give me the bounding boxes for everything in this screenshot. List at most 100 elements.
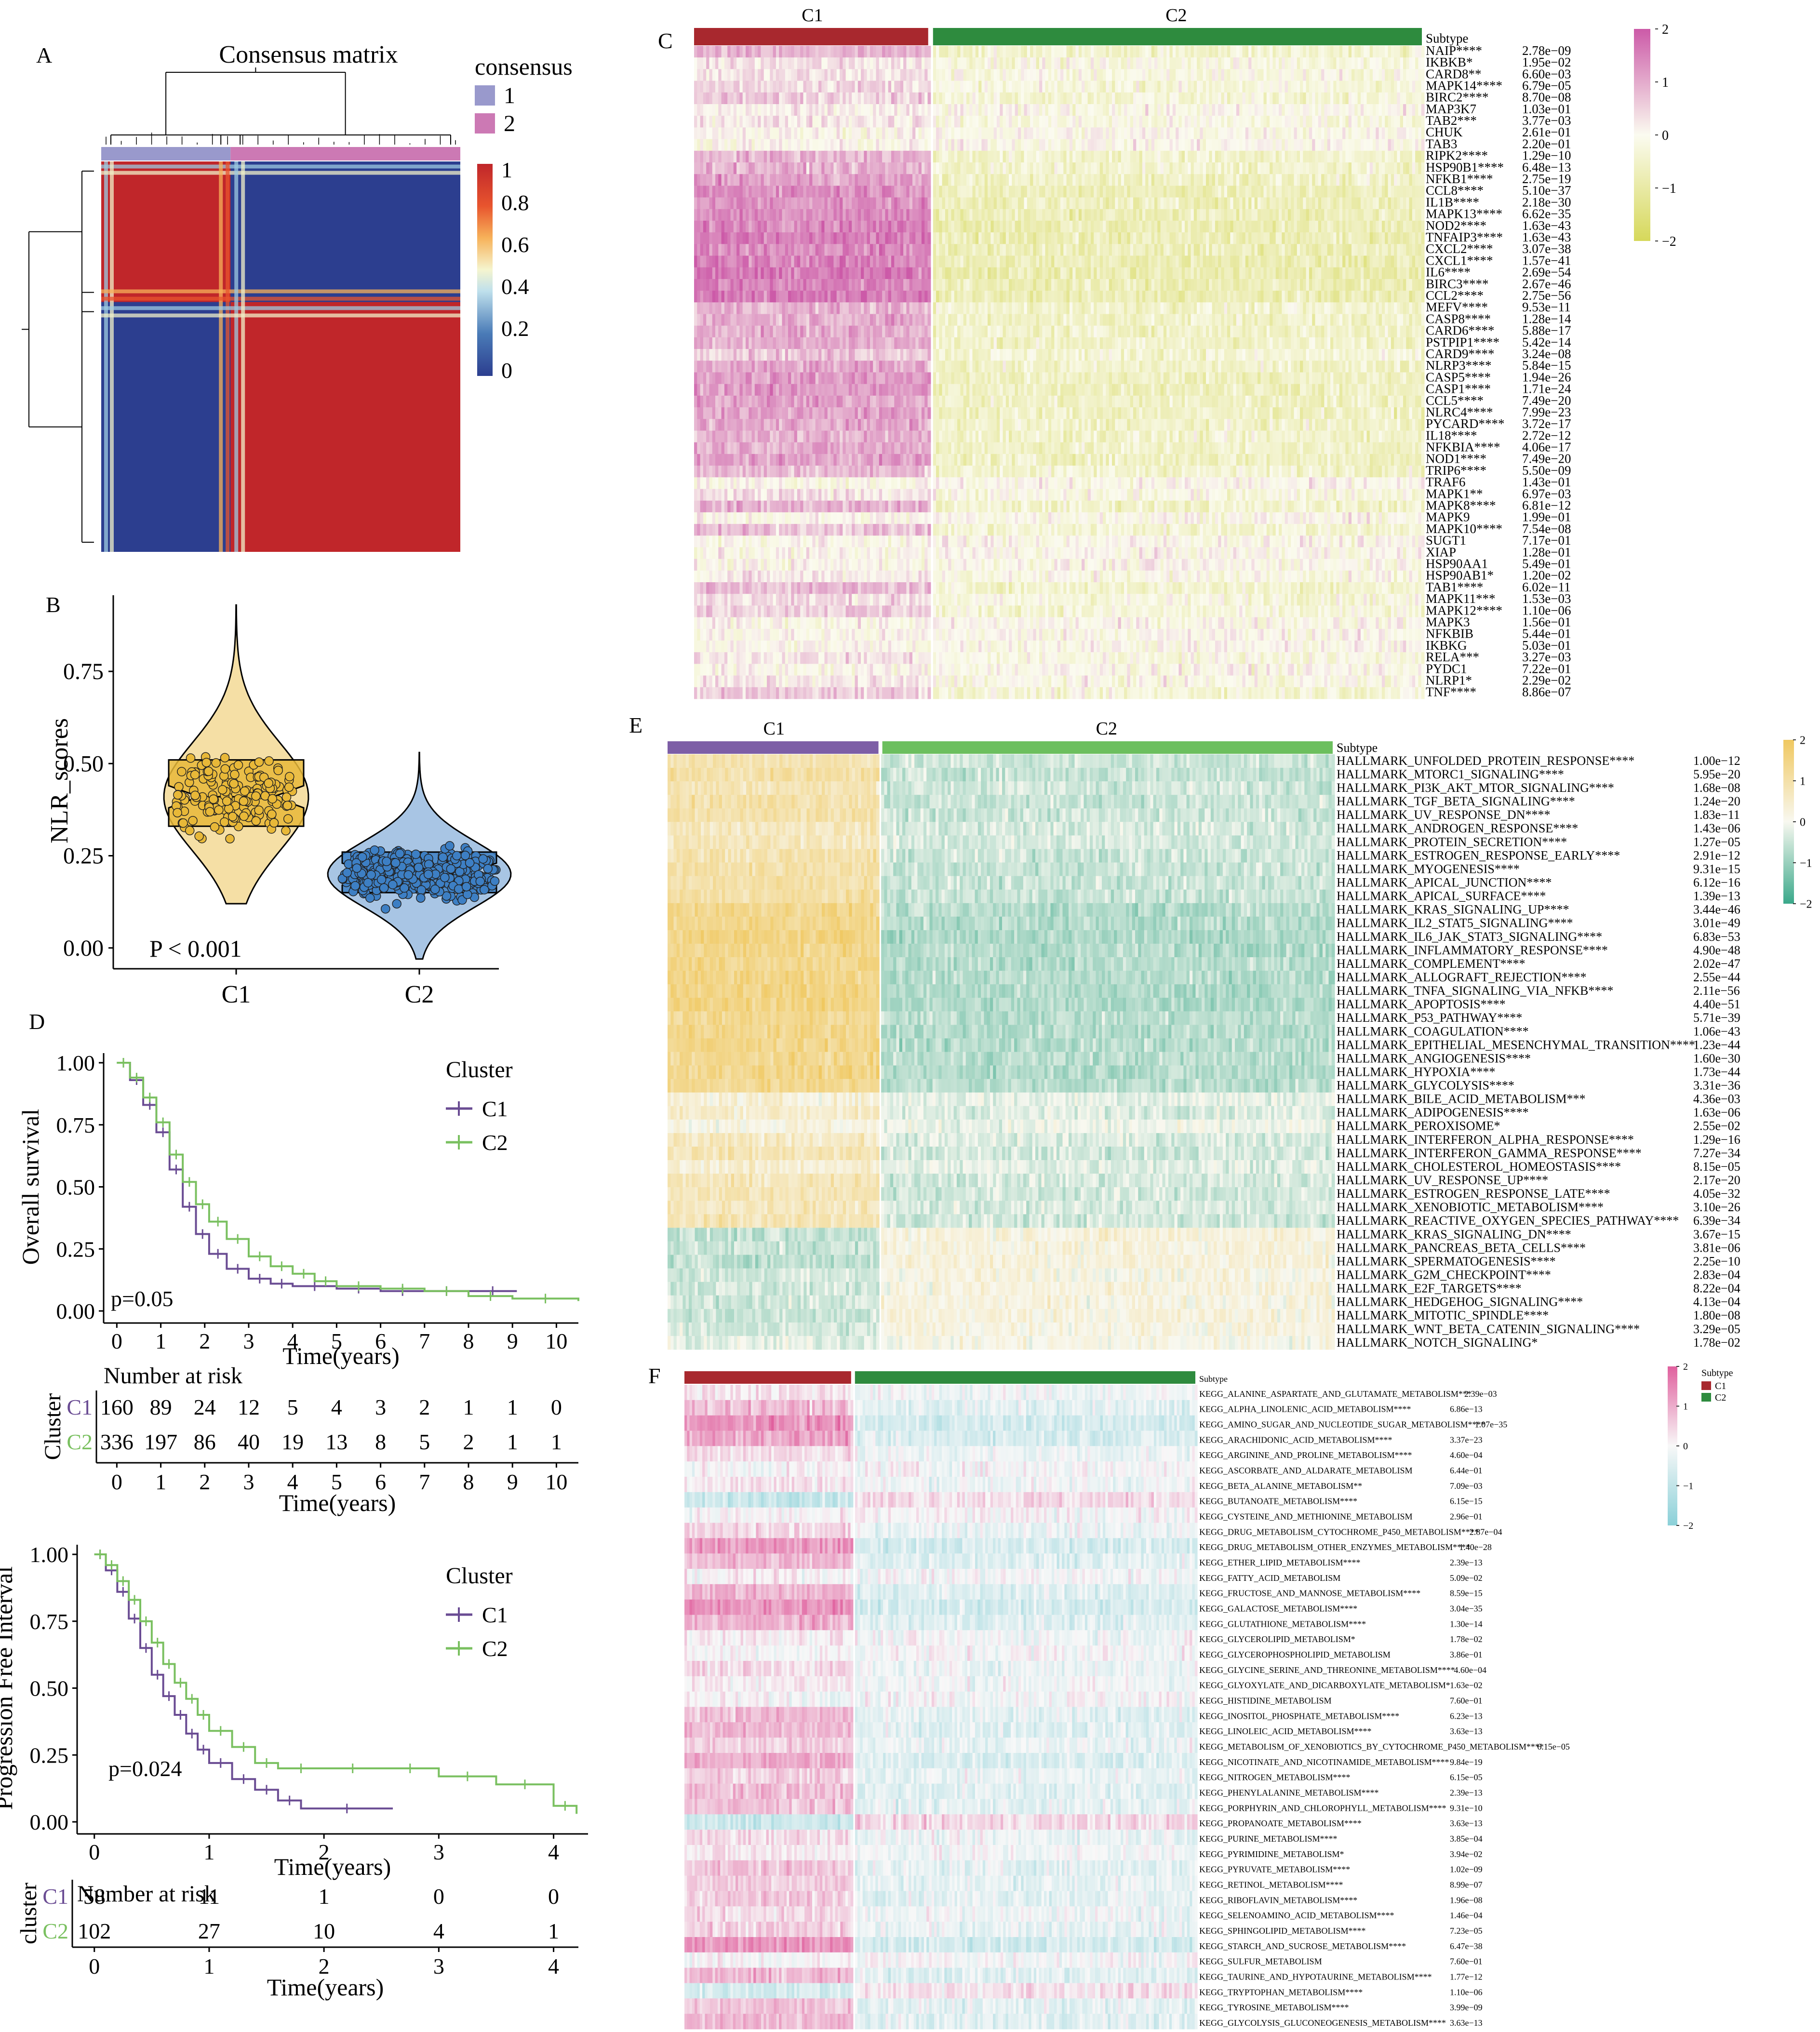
- heat-cell: [1206, 57, 1209, 69]
- heat-cell: [1409, 57, 1413, 69]
- heat-cell: [1324, 162, 1328, 174]
- heat-cell: [1163, 232, 1167, 244]
- heat-cell: [1342, 92, 1346, 105]
- heat-cell: [706, 174, 710, 186]
- heat-cell: [876, 104, 880, 116]
- heat-cell: [867, 92, 870, 105]
- heat-cell: [1000, 186, 1004, 198]
- heat-cell: [1275, 150, 1279, 163]
- heat-cell: [703, 197, 707, 210]
- heat-cell: [900, 186, 904, 198]
- point-c1: [209, 794, 218, 804]
- heat-cell: [1242, 209, 1246, 221]
- heat-cell: [1084, 197, 1088, 210]
- heat-cell: [1021, 174, 1025, 186]
- heat-cell: [815, 116, 819, 128]
- heat-cell: [1388, 104, 1392, 116]
- heat-cell: [1376, 127, 1379, 139]
- heat-cell: [779, 127, 783, 139]
- heat-cell: [867, 197, 870, 210]
- heat-cell: [1412, 197, 1416, 210]
- heat-cell: [1121, 174, 1124, 186]
- heat-cell: [1339, 150, 1343, 163]
- heat-cell: [1378, 197, 1382, 210]
- heat-cell: [730, 80, 734, 93]
- heat-cell: [981, 139, 985, 151]
- heat-cell: [1327, 92, 1331, 105]
- point-c1: [190, 770, 200, 780]
- heat-cell: [1130, 92, 1134, 105]
- heat-cell: [1160, 69, 1164, 81]
- heat-cell: [1275, 139, 1279, 151]
- heat-cell: [1381, 92, 1385, 105]
- heat-cell: [815, 46, 819, 58]
- heat-cell: [867, 209, 870, 221]
- heat-cell: [1191, 104, 1194, 116]
- heat-cell: [715, 162, 719, 174]
- heat-cell: [1318, 197, 1322, 210]
- heat-cell: [1009, 139, 1012, 151]
- heat-cell: [721, 162, 725, 174]
- heat-cell: [1415, 127, 1419, 139]
- heat-cell: [993, 162, 997, 174]
- heat-cell: [1009, 220, 1012, 233]
- heat-cell: [988, 209, 991, 221]
- heat-cell: [754, 116, 758, 128]
- heat-cell: [1409, 232, 1413, 244]
- heat-cell: [870, 232, 873, 244]
- heat-cell: [1009, 80, 1012, 93]
- heat-cell: [806, 57, 810, 69]
- km-censor-c2: [107, 1560, 117, 1570]
- heat-cell: [1176, 139, 1179, 151]
- heat-cell: [1400, 150, 1404, 163]
- heat-cell: [1027, 232, 1030, 244]
- heat-cell: [706, 104, 710, 116]
- heat-cell: [1197, 92, 1200, 105]
- heat-cell: [1324, 174, 1328, 186]
- heat-cell: [749, 186, 752, 198]
- heat-cell: [1021, 209, 1025, 221]
- heat-cell: [809, 197, 813, 210]
- heat-cell: [1060, 57, 1064, 69]
- heat-cell: [879, 46, 883, 58]
- heat-cell: [754, 104, 758, 116]
- heat-cell: [891, 80, 895, 93]
- heat-cell: [1193, 69, 1197, 81]
- heat-cell: [1218, 174, 1222, 186]
- heat-cell: [1115, 186, 1119, 198]
- heat-cell: [1193, 46, 1197, 58]
- heat-cell: [1115, 116, 1119, 128]
- heat-cell: [1333, 104, 1337, 116]
- heat-cell: [1054, 69, 1058, 81]
- heat-cell: [703, 150, 707, 163]
- heat-cell: [1163, 197, 1167, 210]
- heat-cell: [1033, 80, 1037, 93]
- heat-cell: [897, 174, 901, 186]
- heat-cell: [1045, 174, 1049, 186]
- risk-value: 0: [551, 1395, 562, 1419]
- heat-cell: [1245, 139, 1249, 151]
- heat-cell: [794, 57, 798, 69]
- heat-cell: [776, 197, 779, 210]
- heat-cell: [1251, 174, 1255, 186]
- heat-cell: [1245, 104, 1249, 116]
- heat-cell: [960, 104, 964, 116]
- heat-cell: [1106, 197, 1110, 210]
- heat-cell: [1012, 209, 1016, 221]
- heat-cell: [1030, 174, 1033, 186]
- heat-cell: [1381, 174, 1385, 186]
- heat-cell: [909, 116, 913, 128]
- heat-cell: [894, 150, 898, 163]
- heat-cell: [1294, 209, 1298, 221]
- heat-cell: [1057, 57, 1061, 69]
- heat-cell: [1215, 57, 1218, 69]
- heat-cell: [1012, 174, 1016, 186]
- heat-cell: [773, 197, 776, 210]
- heat-cell: [1373, 174, 1376, 186]
- heat-cell: [1342, 220, 1346, 233]
- heat-cell: [1300, 174, 1303, 186]
- heat-cell: [1124, 139, 1127, 151]
- heat-cell: [776, 92, 779, 105]
- heat-cell: [712, 57, 716, 69]
- heat-cell: [1148, 197, 1152, 210]
